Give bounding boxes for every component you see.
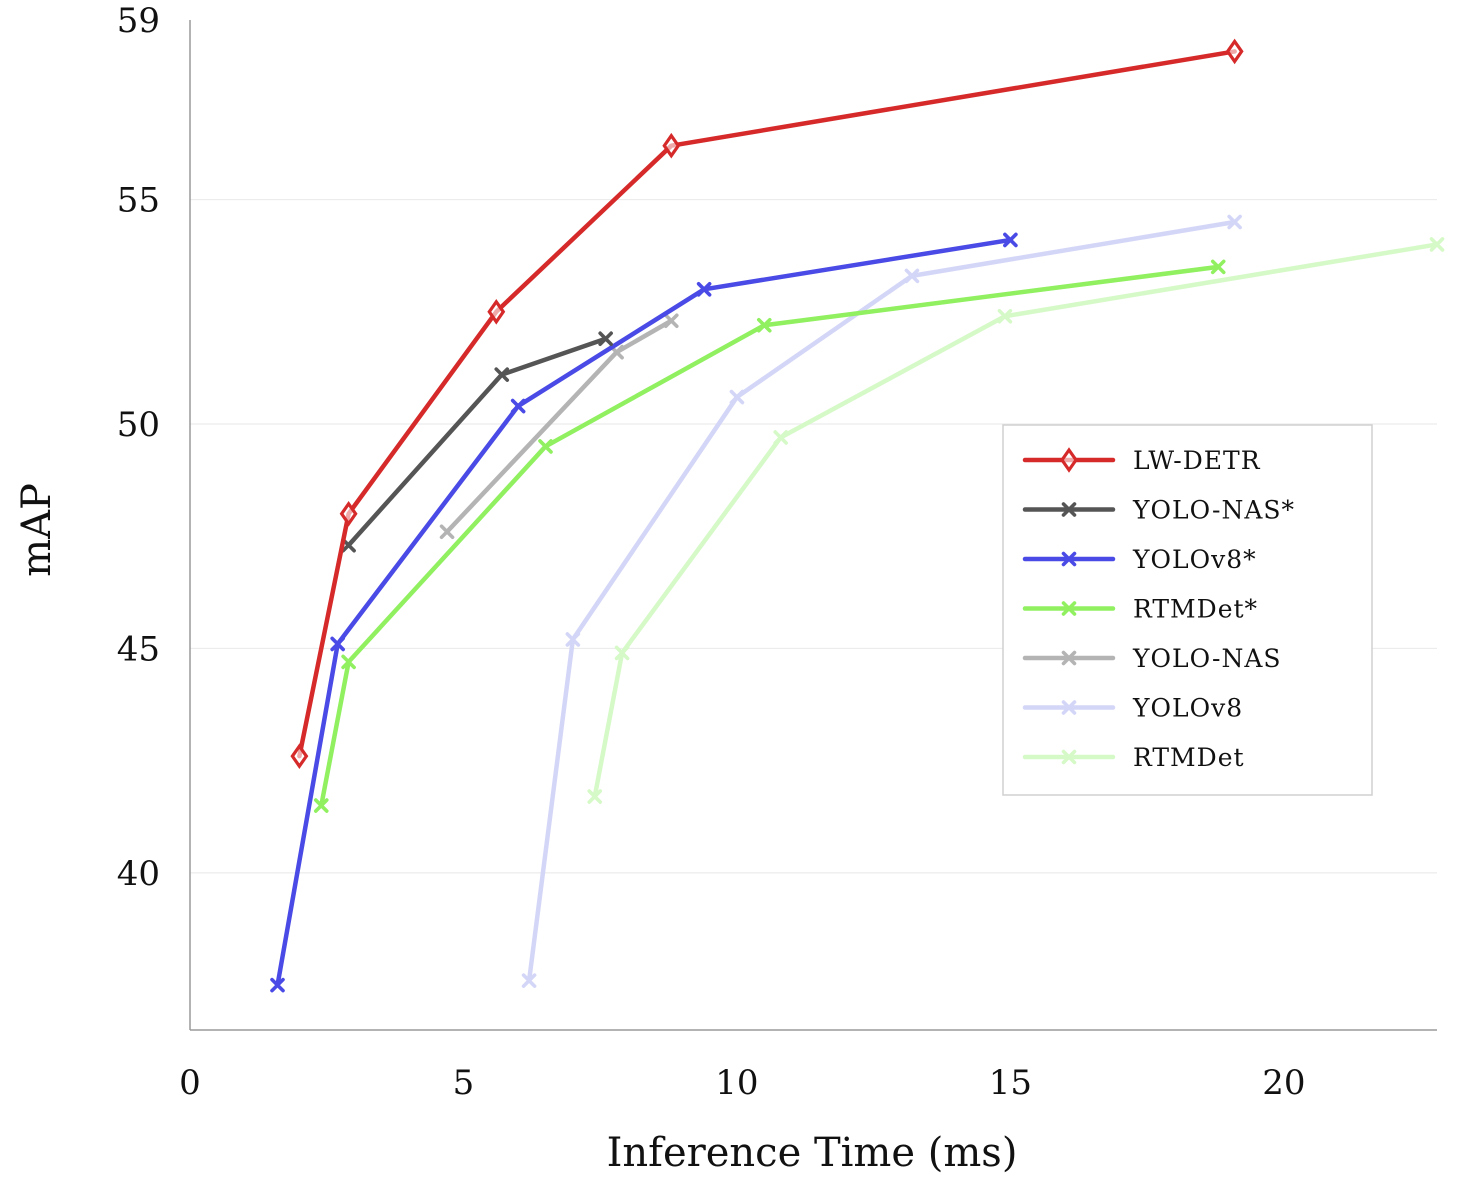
data-point-rtmdet-star-0	[313, 798, 329, 813]
data-point-rtmdet-3	[997, 308, 1013, 324]
data-point-yolov8-1	[565, 632, 581, 647]
x-tick-label-0: 0	[179, 1063, 201, 1103]
data-point-lw-detr-3	[662, 132, 681, 159]
legend-label-rtmdet: RTMDet	[1133, 743, 1245, 772]
legend-label-rtmdet-star: RTMDet*	[1133, 595, 1258, 624]
y-tick-label-59: 59	[117, 1, 160, 41]
series-rtmdet-star	[313, 259, 1226, 813]
data-point-rtmdet-2	[773, 430, 788, 445]
legend-label-yolov8-star: YOLOv8*	[1132, 545, 1257, 574]
data-point-lw-detr-0	[290, 743, 309, 769]
data-point-rtmdet-star-3	[756, 317, 772, 333]
legend-label-yolov8: YOLOv8	[1132, 694, 1243, 723]
legend-label-yolo-nas-star: YOLO-NAS*	[1132, 496, 1295, 525]
data-point-yolov8-4	[1227, 214, 1242, 230]
data-point-yolov8-2	[729, 389, 745, 405]
legend-marker-rtmdet	[1061, 749, 1077, 765]
legend-entry-yolov8: YOLOv8	[1022, 694, 1243, 723]
x-tick-label-10: 10	[715, 1063, 758, 1103]
legend-entry-lw-detr: LW-DETR	[1022, 446, 1261, 475]
legend-marker-rtmdet-star	[1061, 601, 1077, 616]
legend-label-lw-detr: LW-DETR	[1133, 446, 1261, 475]
series-yolo-nas	[439, 313, 679, 540]
legend-entry-rtmdet-star: RTMDet*	[1022, 595, 1258, 624]
series-line-yolo-nas-star	[346, 336, 608, 548]
data-point-yolo-nas-star-2	[598, 331, 613, 347]
series-yolov8-star	[270, 232, 1018, 993]
data-point-rtmdet-star-2	[538, 439, 553, 454]
data-point-yolov8-star-2	[510, 398, 526, 414]
data-point-lw-detr-2	[487, 298, 506, 325]
legend-marker-lw-detr	[1060, 447, 1078, 473]
tick-labels: 40 45 50 55 59 0 5 10 15 20	[117, 1, 1306, 1103]
series-yolo-nas-star	[341, 331, 613, 553]
data-point-rtmdet-star-1	[341, 654, 356, 670]
legend-label-yolo-nas: YOLO-NAS	[1132, 644, 1282, 673]
series	[270, 38, 1445, 993]
x-tick-label-20: 20	[1262, 1063, 1305, 1103]
series-yolov8	[521, 214, 1242, 988]
x-tick-label-5: 5	[453, 1063, 475, 1103]
data-point-yolo-nas-star-1	[494, 367, 510, 382]
data-point-yolo-nas-2	[663, 313, 679, 329]
data-point-lw-detr-1	[339, 500, 358, 527]
y-axis-title: mAP	[14, 483, 60, 577]
y-tick-label-45: 45	[117, 629, 160, 669]
data-point-yolov8-star-0	[270, 977, 285, 993]
legend-entry-yolo-nas-star: YOLO-NAS*	[1022, 496, 1295, 525]
data-point-yolov8-3	[904, 268, 920, 284]
legend-entry-yolo-nas: YOLO-NAS	[1022, 644, 1282, 673]
y-tick-label-55: 55	[117, 181, 160, 221]
data-point-lw-detr-4	[1225, 38, 1244, 65]
data-point-yolov8-0	[521, 973, 537, 988]
legend-marker-yolov8	[1061, 700, 1077, 715]
series-lw-detr	[290, 38, 1244, 769]
legend-entry-yolov8-star: YOLOv8*	[1022, 545, 1257, 574]
legend-entry-rtmdet: RTMDet	[1022, 743, 1245, 772]
data-point-rtmdet-star-4	[1210, 259, 1226, 275]
legend-marker-yolo-nas	[1061, 650, 1077, 666]
data-point-yolov8-star-3	[696, 282, 712, 297]
data-point-yolo-nas-0	[439, 524, 455, 540]
data-point-rtmdet-1	[614, 645, 630, 661]
data-point-yolov8-star-1	[330, 636, 345, 652]
y-tick-label-50: 50	[117, 405, 160, 445]
axes	[189, 20, 1437, 1031]
legend-marker-yolov8-star	[1061, 551, 1077, 567]
legend-marker-yolo-nas-star	[1061, 502, 1077, 517]
legend: LW-DETR YOLO-NAS* YOLOv8* RTMDet* YOLO-NAS YO…	[1002, 424, 1373, 796]
series-rtmdet	[587, 237, 1445, 804]
x-tick-label-15: 15	[989, 1063, 1032, 1103]
data-point-rtmdet-4	[1429, 237, 1445, 252]
data-point-yolov8-star-4	[1003, 232, 1018, 248]
x-axis-title: Inference Time (ms)	[607, 1130, 1018, 1176]
data-point-rtmdet-0	[587, 789, 603, 804]
y-tick-label-40: 40	[117, 854, 160, 894]
